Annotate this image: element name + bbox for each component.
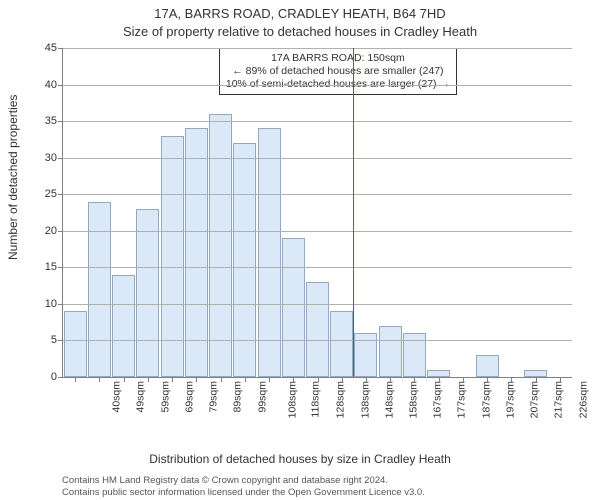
- ytick-label: 0: [35, 371, 63, 383]
- gridline: [63, 158, 572, 159]
- xtick-label: 79sqm: [208, 381, 220, 413]
- xtick-mark: [99, 377, 100, 382]
- plot-area: 17A BARRS ROAD: 150sqm← 89% of detached …: [62, 48, 572, 378]
- xtick-label: 108sqm: [286, 381, 298, 418]
- xtick-label: 226sqm: [577, 381, 589, 418]
- gridline: [63, 85, 572, 86]
- histogram-bar: [524, 370, 547, 377]
- xtick-mark: [536, 377, 537, 382]
- xtick-mark: [221, 377, 222, 382]
- histogram-bar: [233, 143, 256, 377]
- histogram-bar: [64, 311, 87, 377]
- xtick-mark: [245, 377, 246, 382]
- xtick-label: 40sqm: [111, 381, 123, 413]
- xtick-mark: [487, 377, 488, 382]
- xtick-label: 118sqm: [310, 381, 322, 418]
- xtick-label: 89sqm: [232, 381, 244, 413]
- annotation-line: ← 89% of detached houses are smaller (24…: [226, 65, 450, 78]
- xtick-label: 207sqm: [529, 381, 541, 418]
- chart-title-main: 17A, BARRS ROAD, CRADLEY HEATH, B64 7HD: [0, 6, 600, 21]
- xtick-mark: [390, 377, 391, 382]
- ytick-label: 10: [35, 298, 63, 310]
- histogram-bar: [112, 275, 135, 377]
- xtick-mark: [124, 377, 125, 382]
- xtick-label: 99sqm: [256, 381, 268, 413]
- xtick-mark: [560, 377, 561, 382]
- xtick-label: 217sqm: [553, 381, 565, 418]
- xtick-label: 69sqm: [183, 381, 195, 413]
- attribution-text: Contains HM Land Registry data © Crown c…: [0, 475, 600, 498]
- y-axis-label: Number of detached properties: [6, 95, 20, 260]
- gridline: [63, 48, 572, 49]
- annotation-line: 17A BARRS ROAD: 150sqm: [226, 52, 450, 65]
- histogram-bar: [209, 114, 232, 377]
- histogram-bar: [330, 311, 353, 377]
- gridline: [63, 121, 572, 122]
- reference-line: [353, 48, 354, 377]
- histogram-bar: [427, 370, 450, 377]
- histogram-bar: [379, 326, 402, 377]
- xtick-label: 177sqm: [456, 381, 468, 418]
- chart-title-sub: Size of property relative to detached ho…: [0, 24, 600, 39]
- xtick-mark: [75, 377, 76, 382]
- xtick-mark: [148, 377, 149, 382]
- annotation-box: 17A BARRS ROAD: 150sqm← 89% of detached …: [219, 48, 457, 95]
- xtick-label: 158sqm: [407, 381, 419, 418]
- bars-layer: [63, 48, 572, 377]
- gridline: [63, 340, 572, 341]
- ytick-label: 40: [35, 79, 63, 91]
- attribution-line-2: Contains public sector information licen…: [62, 487, 600, 498]
- chart-container: 17A, BARRS ROAD, CRADLEY HEATH, B64 7HD …: [0, 0, 600, 500]
- ytick-label: 20: [35, 225, 63, 237]
- xtick-mark: [172, 377, 173, 382]
- xtick-mark: [269, 377, 270, 382]
- xtick-label: 197sqm: [504, 381, 516, 418]
- gridline: [63, 194, 572, 195]
- ytick-label: 35: [35, 115, 63, 127]
- ytick-label: 15: [35, 261, 63, 273]
- histogram-bar: [136, 209, 159, 377]
- xtick-mark: [366, 377, 367, 382]
- xtick-label: 187sqm: [480, 381, 492, 418]
- attribution-line-1: Contains HM Land Registry data © Crown c…: [62, 475, 600, 486]
- histogram-bar: [282, 238, 305, 377]
- histogram-bar: [88, 202, 111, 377]
- histogram-bar: [306, 282, 329, 377]
- gridline: [63, 231, 572, 232]
- x-axis-label: Distribution of detached houses by size …: [0, 452, 600, 466]
- gridline: [63, 304, 572, 305]
- histogram-bar: [476, 355, 499, 377]
- ytick-label: 5: [35, 334, 63, 346]
- ytick-label: 45: [35, 42, 63, 54]
- gridline: [63, 267, 572, 268]
- xtick-mark: [342, 377, 343, 382]
- xtick-mark: [511, 377, 512, 382]
- ytick-label: 25: [35, 188, 63, 200]
- xtick-mark: [414, 377, 415, 382]
- xtick-label: 138sqm: [359, 381, 371, 418]
- xtick-mark: [439, 377, 440, 382]
- xtick-mark: [293, 377, 294, 382]
- xtick-label: 128sqm: [335, 381, 347, 418]
- ytick-label: 30: [35, 152, 63, 164]
- xtick-mark: [463, 377, 464, 382]
- xtick-label: 148sqm: [383, 381, 395, 418]
- xtick-mark: [318, 377, 319, 382]
- xtick-label: 49sqm: [135, 381, 147, 413]
- xtick-label: 167sqm: [432, 381, 444, 418]
- xtick-mark: [196, 377, 197, 382]
- xtick-label: 59sqm: [159, 381, 171, 413]
